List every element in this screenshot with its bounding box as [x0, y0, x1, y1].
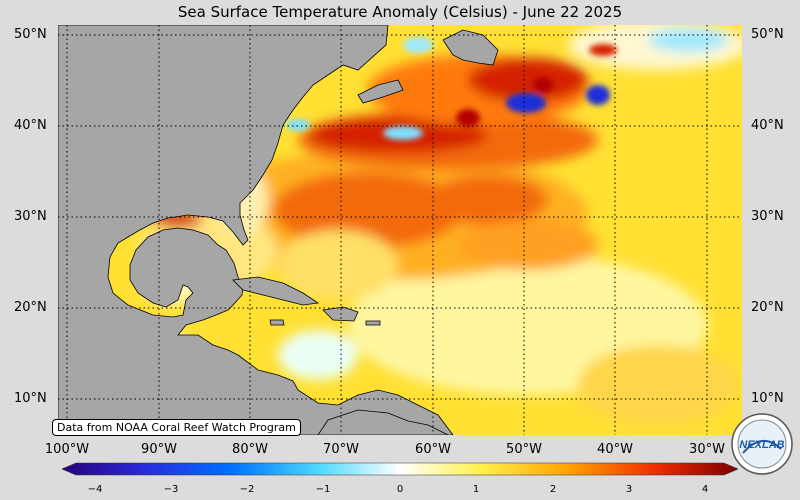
colorbar-tick: 2 — [549, 484, 557, 495]
data-credit: Data from NOAA Coral Reef Watch Program — [52, 419, 301, 436]
colorbar — [62, 462, 738, 476]
lat-label-right: 40°N — [751, 118, 784, 133]
colorbar-gradient — [62, 462, 738, 476]
colorbar-tick: −4 — [87, 484, 103, 495]
colorbar-tick: −2 — [239, 484, 255, 495]
lat-label-right: 20°N — [751, 300, 784, 315]
lon-label: 70°W — [323, 442, 359, 457]
lat-label-left: 30°N — [14, 209, 47, 224]
lon-label: 100°W — [44, 442, 90, 457]
lat-label-right: 10°N — [751, 391, 784, 406]
colorbar-tick: 0 — [396, 484, 404, 495]
lat-label-left: 40°N — [14, 118, 47, 133]
lon-label: 30°W — [689, 442, 725, 457]
logo-text: NEXLAB — [739, 439, 784, 451]
lat-label-right: 30°N — [751, 209, 784, 224]
lon-label: 80°W — [232, 442, 268, 457]
sst-anomaly-map — [58, 25, 742, 435]
colorbar-tick: 3 — [625, 484, 633, 495]
lat-label-right: 50°N — [751, 27, 784, 42]
lon-label: 40°W — [597, 442, 633, 457]
lon-label: 90°W — [141, 442, 177, 457]
puerto-rico — [365, 320, 381, 326]
nova-scotia — [357, 79, 404, 104]
jamaica — [269, 319, 285, 326]
lon-label: 50°W — [506, 442, 542, 457]
land — [58, 25, 499, 435]
lat-label-left: 50°N — [14, 27, 47, 42]
lon-label: 60°W — [415, 442, 451, 457]
colorbar-tick: −3 — [163, 484, 179, 495]
nexlab-logo-icon: NEXLAB — [731, 413, 793, 475]
map-title: Sea Surface Temperature Anomaly (Celsius… — [177, 3, 623, 21]
colorbar-tick: −1 — [315, 484, 331, 495]
colorbar-tick: 4 — [701, 484, 709, 495]
lat-label-left: 20°N — [14, 300, 47, 315]
cuba — [232, 276, 320, 306]
graticule — [58, 25, 742, 435]
lat-label-left: 10°N — [14, 391, 47, 406]
newfoundland — [442, 29, 499, 66]
colorbar-tick: 1 — [472, 484, 480, 495]
south-america — [317, 409, 449, 435]
